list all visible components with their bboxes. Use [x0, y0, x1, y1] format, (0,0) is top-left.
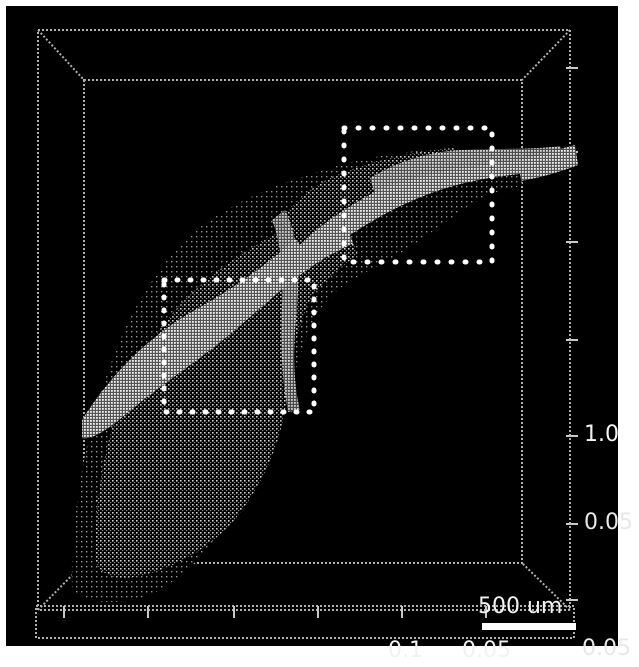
- bottom-axis-label-right: 0.05: [462, 640, 511, 662]
- bottom-axis-label-left: 0.1: [388, 640, 423, 662]
- scale-bar-label: 500 um: [478, 596, 562, 618]
- scale-bar: [482, 623, 576, 630]
- right-axis-label-middle: 0.05: [584, 512, 633, 534]
- right-axis-label-bottom: 0.05: [582, 638, 631, 660]
- right-axis-label-top: 1.0: [584, 424, 619, 446]
